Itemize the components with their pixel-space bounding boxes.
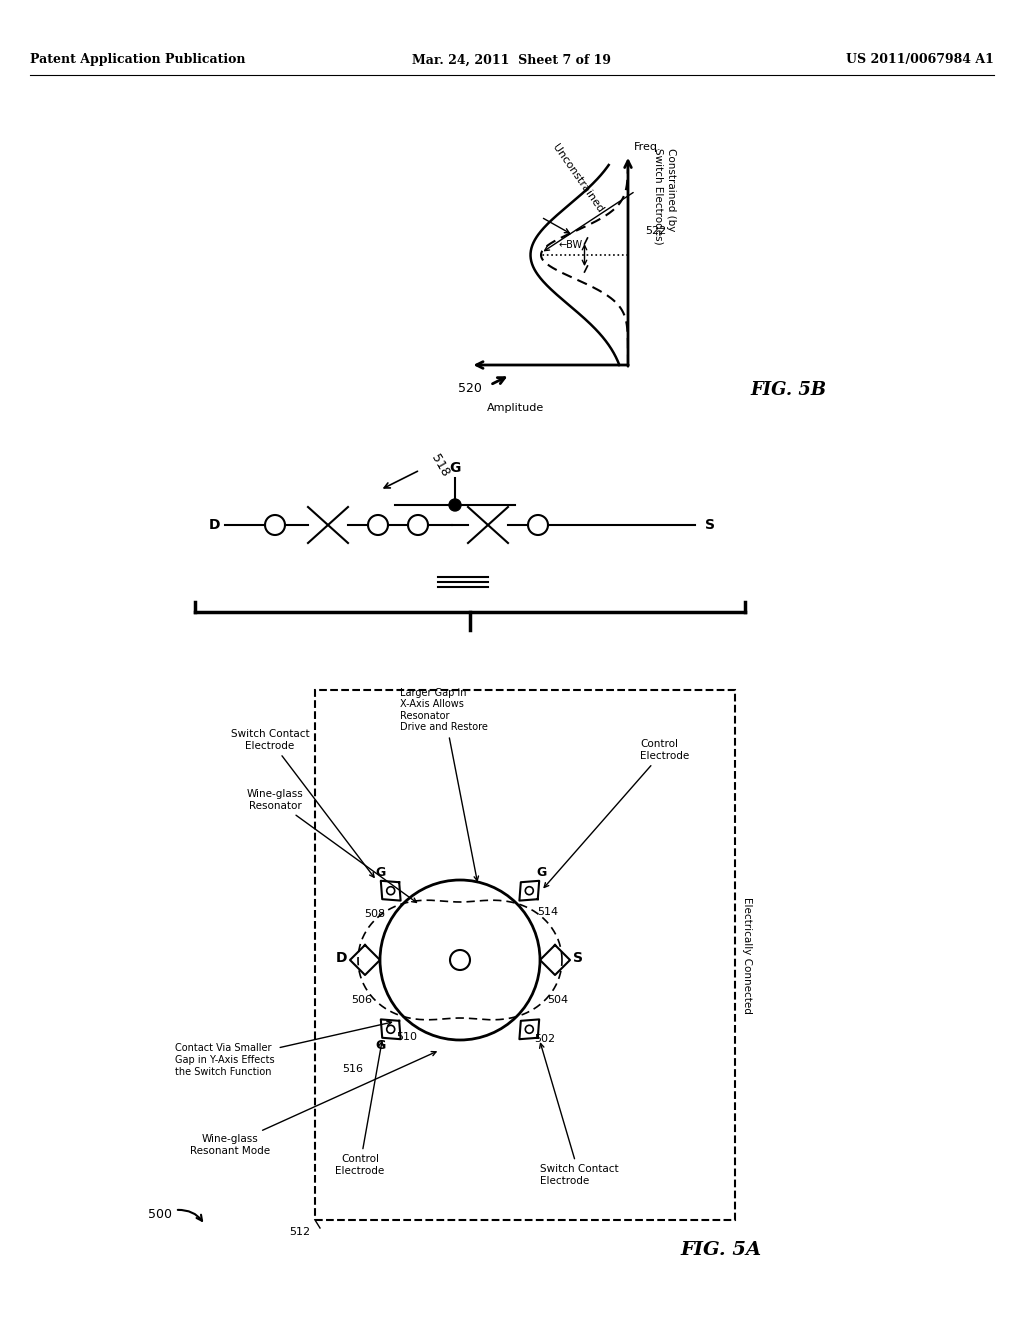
Text: Freq.: Freq. bbox=[634, 143, 662, 152]
Text: 516: 516 bbox=[342, 1064, 362, 1074]
Text: Constrained (by
Switch Electrodes): Constrained (by Switch Electrodes) bbox=[654, 148, 676, 244]
Text: US 2011/0067984 A1: US 2011/0067984 A1 bbox=[846, 54, 994, 66]
Circle shape bbox=[387, 1026, 394, 1034]
Text: 508: 508 bbox=[365, 908, 386, 919]
Text: G: G bbox=[376, 866, 386, 879]
Text: Larger Gap in
X-Axis Allows
Resonator
Drive and Restore: Larger Gap in X-Axis Allows Resonator Dr… bbox=[400, 688, 487, 880]
Text: D: D bbox=[336, 950, 347, 965]
Text: Control
Electrode: Control Electrode bbox=[544, 739, 689, 887]
Text: Patent Application Publication: Patent Application Publication bbox=[30, 54, 246, 66]
Text: G: G bbox=[376, 1039, 386, 1052]
Text: Electrically Connected: Electrically Connected bbox=[742, 896, 752, 1014]
Text: D: D bbox=[209, 517, 221, 532]
Text: 514: 514 bbox=[538, 907, 558, 916]
Bar bbox=[315, 690, 735, 1220]
Circle shape bbox=[525, 887, 534, 895]
Text: 520: 520 bbox=[458, 381, 482, 395]
Text: 510: 510 bbox=[395, 1032, 417, 1043]
Text: G: G bbox=[537, 866, 547, 879]
Text: 522: 522 bbox=[645, 226, 667, 236]
Text: FIG. 5B: FIG. 5B bbox=[750, 381, 826, 399]
Text: G: G bbox=[450, 461, 461, 475]
Text: 504: 504 bbox=[548, 995, 568, 1005]
Text: 502: 502 bbox=[535, 1035, 555, 1044]
Text: FIG. 5A: FIG. 5A bbox=[680, 1241, 761, 1259]
Text: 500: 500 bbox=[148, 1209, 172, 1221]
Circle shape bbox=[449, 499, 461, 511]
Text: Contact Via Smaller
Gap in Y-Axis Effects
the Switch Function: Contact Via Smaller Gap in Y-Axis Effect… bbox=[175, 1022, 391, 1077]
Text: Mar. 24, 2011  Sheet 7 of 19: Mar. 24, 2011 Sheet 7 of 19 bbox=[413, 54, 611, 66]
Text: Amplitude: Amplitude bbox=[486, 403, 544, 413]
Text: Wine-glass
Resonant Mode: Wine-glass Resonant Mode bbox=[189, 1052, 436, 1156]
Text: S: S bbox=[573, 950, 583, 965]
Text: S: S bbox=[705, 517, 715, 532]
Text: Switch Contact
Electrode: Switch Contact Electrode bbox=[540, 1043, 618, 1185]
Text: 506: 506 bbox=[351, 995, 373, 1005]
Text: Unconstrained: Unconstrained bbox=[551, 143, 605, 215]
Circle shape bbox=[387, 887, 394, 895]
Text: 512: 512 bbox=[289, 1228, 310, 1237]
Text: 518: 518 bbox=[428, 453, 452, 479]
Text: Switch Contact
Electrode: Switch Contact Electrode bbox=[230, 729, 374, 878]
Text: ←BW: ←BW bbox=[558, 240, 583, 249]
Circle shape bbox=[525, 1026, 534, 1034]
Text: Wine-glass
Resonator: Wine-glass Resonator bbox=[247, 789, 417, 903]
Text: Control
Electrode: Control Electrode bbox=[336, 1041, 385, 1176]
